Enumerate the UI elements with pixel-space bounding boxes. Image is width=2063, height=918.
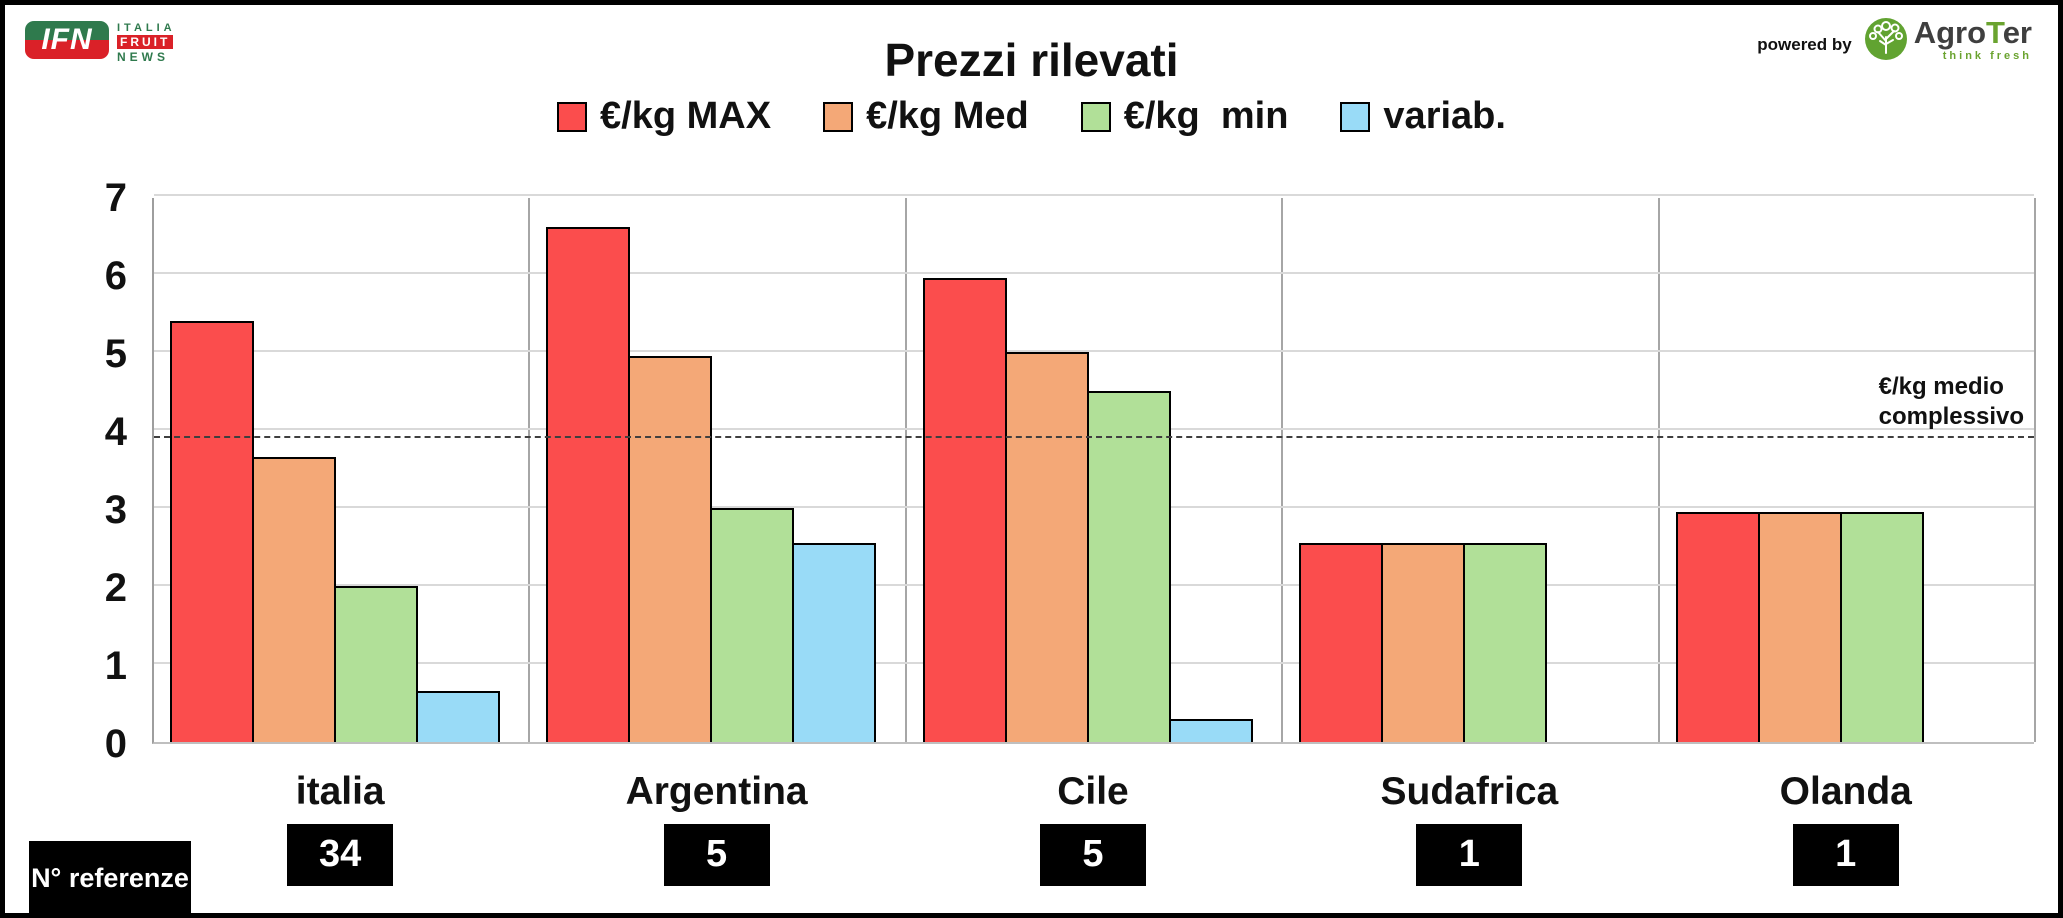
bar-block-Argentina <box>546 227 877 742</box>
ifn-logo-wordmark: ITALIA FRUIT NEWS <box>117 22 176 64</box>
category-group-Sudafrica <box>1283 198 1660 742</box>
n-referenze-box: N° referenze <box>29 841 191 913</box>
bar-variab--italia <box>416 691 500 742</box>
agroter-tagline: think fresh <box>1942 50 2032 62</box>
bar-block-italia <box>170 320 500 742</box>
bar--kg-min-olanda <box>1839 511 1924 742</box>
bar--kg-min-sudafrica <box>1463 543 1548 742</box>
ifn-logo-line-news: NEWS <box>117 50 169 64</box>
legend-swatch-icon <box>1080 101 1111 132</box>
reference-count-cile: 5 <box>1039 823 1146 886</box>
legend-item--kg-min: €/kg min <box>1080 95 1289 138</box>
x-cell-olanda: Olanda 1 <box>1658 770 2034 886</box>
legend-label: variab. <box>1383 95 1506 137</box>
category-group-Cile <box>907 198 1284 742</box>
bar--kg-med-cile <box>1004 352 1089 742</box>
legend-swatch-icon <box>557 101 588 132</box>
x-category-label-cile: Cile <box>1057 770 1129 813</box>
ifn-logo-line-fruit: FRUIT <box>117 35 174 49</box>
reference-line-label-line: complessivo <box>1878 402 2024 430</box>
reference-count-argentina: 5 <box>663 823 770 886</box>
ifn-logo-acronym: IFN <box>41 23 93 56</box>
chart-legend: €/kg MAX €/kg Med €/kg min variab. <box>5 95 2058 138</box>
ifn-logo: IFN ITALIA FRUIT NEWS <box>25 21 176 64</box>
bar--kg-min-argentina <box>710 508 795 742</box>
ifn-logo-line-italia: ITALIA <box>117 22 176 34</box>
bar--kg-min-italia <box>334 586 418 742</box>
x-axis-labels: italia 34 Argentina 5 Cile 5 Sudafrica 1 Olanda 1 <box>152 770 2034 886</box>
y-tick-label-7: 7 <box>104 176 127 220</box>
y-tick-label-0: 0 <box>104 722 127 766</box>
agroter-tree-icon <box>1864 17 1908 66</box>
legend-swatch-icon <box>1340 101 1371 132</box>
bar--kg-med-olanda <box>1757 511 1842 742</box>
x-cell-cile: Cile 5 <box>905 770 1281 886</box>
reference-count-italia: 34 <box>287 823 394 886</box>
bar--kg-med-italia <box>252 457 336 742</box>
legend-label: €/kg min <box>1123 95 1289 137</box>
legend-item-variab-: variab. <box>1340 95 1506 138</box>
plot-area: €/kg medio complessivo <box>152 194 2036 744</box>
bar-variab--cile <box>1168 718 1253 742</box>
powered-by-block: powered by <box>1757 17 2032 66</box>
bar-block-Olanda <box>1675 511 2008 742</box>
reference-count-olanda: 1 <box>1792 823 1899 886</box>
legend-label: €/kg MAX <box>600 95 772 137</box>
bar--kg-max-argentina <box>546 227 631 742</box>
gridline-6 <box>154 272 2034 274</box>
x-cell-argentina: Argentina 5 <box>528 770 904 886</box>
legend-swatch-icon <box>823 101 854 132</box>
bar--kg-max-cile <box>922 277 1007 742</box>
bar--kg-med-argentina <box>628 355 713 742</box>
bar--kg-max-italia <box>170 320 254 742</box>
ifn-logo-badge: IFN <box>25 21 109 59</box>
gridline-5 <box>154 350 2034 352</box>
reference-count-sudafrica: 1 <box>1416 823 1523 886</box>
x-cell-italia: italia 34 <box>152 770 528 886</box>
bar-block-Cile <box>922 277 1253 742</box>
gridline-7 <box>154 194 2034 196</box>
bar--kg-min-cile <box>1086 391 1171 742</box>
category-group-italia <box>154 198 531 742</box>
x-cell-sudafrica: Sudafrica 1 <box>1281 770 1657 886</box>
agroter-wordmark: AgroTer <box>1913 15 2032 50</box>
y-tick-label-6: 6 <box>104 254 127 298</box>
reference-line-average <box>154 435 2034 438</box>
x-category-label-sudafrica: Sudafrica <box>1380 770 1559 813</box>
bar--kg-med-sudafrica <box>1381 543 1466 742</box>
reference-line-label: €/kg medio complessivo <box>1879 372 2024 432</box>
y-tick-label-3: 3 <box>104 488 127 532</box>
chart-title: Prezzi rilevati <box>884 34 1179 86</box>
legend-item--kg-med: €/kg Med <box>823 95 1029 138</box>
bar--kg-max-olanda <box>1675 511 1760 742</box>
category-group-Olanda <box>1660 198 2036 742</box>
bar--kg-max-sudafrica <box>1299 543 1384 742</box>
reference-line-label-line: €/kg medio <box>1878 372 2004 400</box>
y-tick-label-4: 4 <box>104 410 127 454</box>
agroter-logo: AgroTer think fresh <box>1864 17 2032 66</box>
y-tick-label-5: 5 <box>104 332 127 376</box>
bar-variab--argentina <box>792 543 877 742</box>
y-tick-label-1: 1 <box>104 644 127 688</box>
category-group-Argentina <box>530 198 907 742</box>
x-category-label-argentina: Argentina <box>625 770 808 813</box>
powered-by-label: powered by <box>1757 34 1852 54</box>
bar-block-Sudafrica <box>1299 543 1631 742</box>
x-category-label-olanda: Olanda <box>1779 770 1912 813</box>
y-tick-label-2: 2 <box>104 566 127 610</box>
x-category-label-italia: italia <box>295 770 385 813</box>
legend-label: €/kg Med <box>866 95 1029 137</box>
legend-item--kg-max: €/kg MAX <box>557 95 771 138</box>
